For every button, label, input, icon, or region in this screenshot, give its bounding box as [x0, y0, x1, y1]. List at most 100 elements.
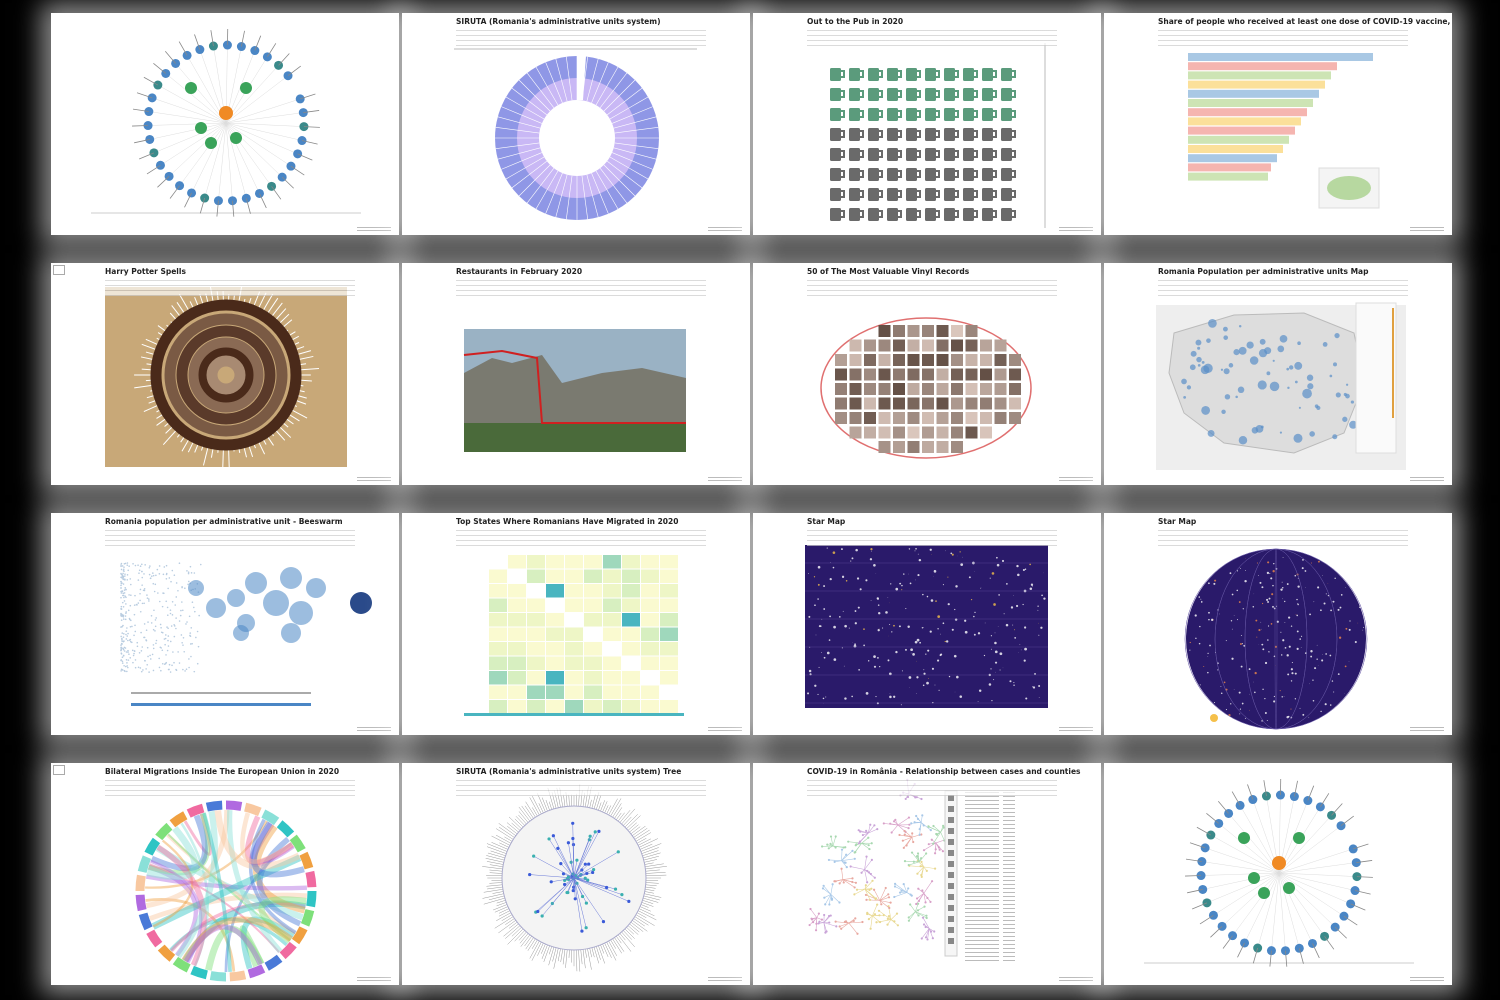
- gallery-tile-heatmap[interactable]: Top States Where Romanians Have Migrated…: [402, 513, 750, 735]
- tree-node: [580, 929, 584, 933]
- gallery-tile-photo-line[interactable]: Restaurants in February 2020: [402, 263, 750, 485]
- star: [879, 666, 881, 668]
- gallery-tile-isotype[interactable]: Out to the Pub in 2020: [753, 13, 1101, 235]
- gallery-tile-star-rect[interactable]: Star Map: [753, 513, 1101, 735]
- gallery-tile-beeswarm[interactable]: Romania population per administrative un…: [51, 513, 399, 735]
- star: [1344, 665, 1347, 668]
- star: [1291, 672, 1294, 675]
- small-unit-dot: [126, 627, 128, 629]
- gallery-tile-radial-dense[interactable]: SIRUTA (Romania's administrative units s…: [402, 763, 750, 985]
- star: [829, 615, 831, 618]
- heat-cell: [565, 598, 583, 612]
- leaf-spike: [612, 938, 622, 954]
- small-unit-dot: [132, 661, 134, 664]
- star: [1280, 654, 1283, 656]
- tree-node: [597, 829, 601, 833]
- mug-icon: [830, 68, 841, 81]
- star: [960, 563, 964, 567]
- gallery-tile-chord[interactable]: Bilateral Migrations Inside The European…: [51, 763, 399, 985]
- leaf-label: [1196, 826, 1212, 836]
- mug-icon: [963, 168, 974, 181]
- case-link: [897, 817, 910, 826]
- mug-handle: [898, 130, 902, 138]
- leaf-spike: [489, 869, 503, 872]
- case-node: [827, 847, 830, 850]
- case-node: [894, 818, 897, 821]
- small-unit-dot: [127, 639, 129, 642]
- star: [999, 652, 1003, 656]
- star: [1288, 645, 1291, 648]
- gallery-tile-network[interactable]: COVID-19 in România - Relationship betwe…: [753, 763, 1101, 985]
- small-unit-dot: [158, 666, 161, 669]
- star: [1321, 659, 1324, 662]
- leaf-spike: [606, 805, 612, 814]
- gallery-tile-radial-tree[interactable]: [1104, 763, 1452, 985]
- leaf-spike: [486, 861, 504, 865]
- leaf-spike: [506, 822, 519, 833]
- heat-cell: [546, 613, 564, 627]
- star: [1362, 629, 1364, 631]
- migration-chord: [166, 833, 296, 935]
- gallery-tile-star-globe[interactable]: Star Map: [1104, 513, 1452, 735]
- star: [1241, 643, 1243, 645]
- star: [1282, 639, 1285, 642]
- album-cover: [965, 368, 978, 381]
- star: [1200, 598, 1202, 600]
- small-unit-dot: [170, 580, 172, 583]
- country-arc: [146, 929, 163, 948]
- small-unit-dot: [169, 609, 172, 611]
- gallery-tile-map[interactable]: Romania Population per administrative un…: [1104, 263, 1452, 485]
- leaf-spike: [644, 893, 662, 898]
- case-node: [920, 875, 923, 879]
- segment-divider: [603, 164, 636, 197]
- album-cover: [980, 354, 992, 366]
- case-link: [897, 824, 909, 829]
- album-cover: [907, 354, 920, 366]
- small-unit-dot: [127, 649, 129, 652]
- gallery-tile-radial-tree[interactable]: [51, 13, 399, 235]
- heat-cell: [508, 584, 526, 598]
- heat-cell: [641, 642, 659, 656]
- segment-divider: [535, 170, 559, 210]
- leaf-spike: [485, 858, 504, 863]
- heat-cell: [622, 598, 640, 612]
- star: [994, 632, 996, 634]
- star: [919, 641, 921, 644]
- star: [1198, 596, 1201, 598]
- small-unit-dot: [133, 650, 136, 652]
- star: [945, 640, 949, 643]
- small-unit-dot: [173, 623, 175, 626]
- small-unit-dot: [145, 668, 147, 670]
- migration-chord: [147, 812, 211, 876]
- leaf-spike: [486, 855, 505, 861]
- heat-cell: [527, 700, 545, 714]
- small-unit-dot: [168, 663, 171, 666]
- star: [1240, 635, 1242, 637]
- album-cover: [922, 339, 934, 352]
- small-unit-dot: [122, 568, 125, 571]
- tile-credit: [357, 476, 391, 481]
- leaf-label: [134, 139, 150, 144]
- gallery-tile-sunburst[interactable]: SIRUTA (Romania's administrative units s…: [402, 13, 750, 235]
- star: [844, 624, 847, 628]
- mug-handle: [1012, 70, 1016, 78]
- star: [875, 695, 877, 698]
- country-bar: [1188, 108, 1307, 117]
- star: [1038, 622, 1039, 624]
- gallery-tile-vinyl-ellipse[interactable]: 50 of The Most Valuable Vinyl Records: [753, 263, 1101, 485]
- star: [1249, 693, 1250, 695]
- segment-divider: [586, 58, 599, 102]
- star: [1273, 562, 1275, 565]
- gallery-tile-spells-rings[interactable]: Harry Potter Spells: [51, 263, 399, 485]
- star: [994, 671, 996, 673]
- case-node: [925, 916, 928, 920]
- small-unit-dot: [182, 636, 185, 639]
- star: [1231, 628, 1233, 630]
- star: [869, 558, 873, 561]
- star: [1264, 698, 1266, 700]
- star: [996, 556, 998, 559]
- gallery-tile-bar-race[interactable]: Share of people who received at least on…: [1104, 13, 1452, 235]
- tile-title: Star Map: [1158, 517, 1197, 526]
- star: [1225, 640, 1227, 642]
- leaf-spike: [585, 949, 587, 958]
